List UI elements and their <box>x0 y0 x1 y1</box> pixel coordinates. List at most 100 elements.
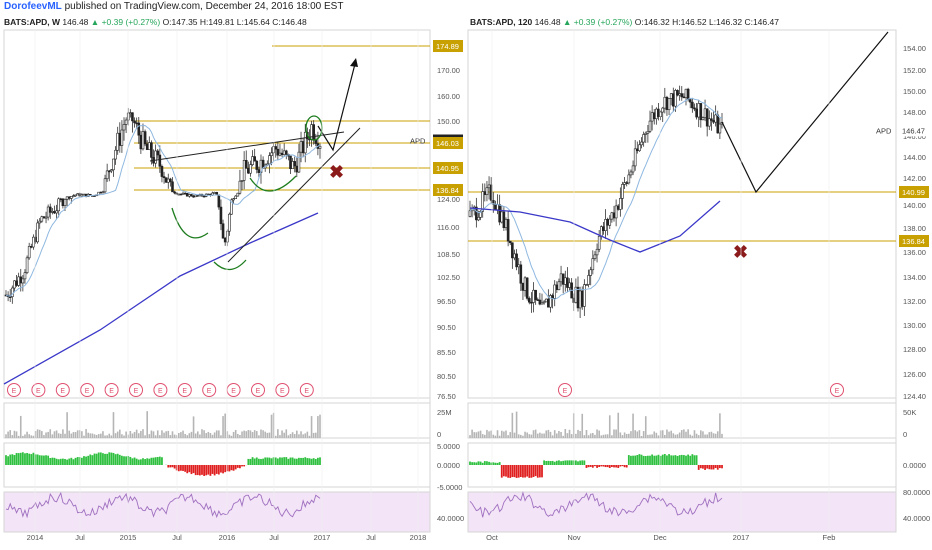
level-price-label: 136.84 <box>436 186 459 195</box>
volume-bar <box>302 434 304 438</box>
volume-bar <box>277 429 279 438</box>
macd-bar <box>309 458 311 465</box>
candle-body <box>511 243 513 258</box>
macd-bar <box>492 462 494 465</box>
candle-body <box>62 199 64 206</box>
candle-body <box>579 291 581 308</box>
candle-body <box>668 98 670 109</box>
macd-bar <box>169 465 171 467</box>
volume-bar <box>528 434 530 438</box>
macd-bar <box>47 456 49 465</box>
volume-bar <box>552 435 554 438</box>
volume-bar <box>588 435 590 438</box>
y-tick-label: 102.50 <box>437 273 460 282</box>
macd-bar <box>254 459 256 465</box>
macd-bar <box>567 460 569 465</box>
macd-bar <box>207 465 209 475</box>
y-tick-label: 80.50 <box>437 372 456 381</box>
macd-bar <box>658 455 660 465</box>
candle-body <box>530 302 532 303</box>
candle-body <box>58 199 60 211</box>
volume-bar <box>317 416 319 438</box>
macd-bar <box>613 465 615 467</box>
candle-body <box>677 90 679 95</box>
volume-bar <box>52 434 54 438</box>
volume-bar <box>539 433 541 438</box>
volume-bar <box>630 431 632 438</box>
volume-bar <box>98 434 100 438</box>
volume-bar <box>473 432 475 438</box>
macd-bar <box>287 459 289 465</box>
volume-bar <box>41 431 43 438</box>
volume-bar <box>679 432 681 438</box>
rsi-panel-frame <box>4 492 430 532</box>
candle-body <box>239 181 241 193</box>
y-tick-label: 138.00 <box>903 224 926 233</box>
rsi-tick-label: 80.0000 <box>903 488 930 497</box>
volume-bar <box>492 435 494 438</box>
candle-body <box>256 161 258 169</box>
candle-body <box>51 211 53 212</box>
volume-bar <box>689 435 691 438</box>
macd-bar <box>121 456 123 465</box>
volume-bar <box>300 431 302 438</box>
candle-body <box>102 192 104 193</box>
candle-body <box>218 195 220 207</box>
candle-body <box>32 237 34 247</box>
volume-bar <box>140 431 142 438</box>
macd-bar <box>507 465 509 478</box>
candle-body <box>81 195 83 196</box>
volume-bar <box>243 431 245 438</box>
macd-bar <box>668 454 670 465</box>
y-tick-label: 142.00 <box>903 174 926 183</box>
macd-bar <box>518 465 520 478</box>
volume-bar <box>212 435 214 438</box>
macd-bar <box>212 465 214 474</box>
volume-bar <box>520 435 522 438</box>
macd-bar <box>524 465 526 477</box>
volume-bar <box>199 434 201 438</box>
macd-bar <box>203 465 205 476</box>
candle-body <box>662 108 664 112</box>
volume-bar <box>632 414 634 438</box>
volume-bar <box>149 434 151 438</box>
macd-bar <box>193 465 195 473</box>
macd-bar <box>622 465 624 466</box>
volume-bar <box>696 434 698 438</box>
macd-bar <box>526 465 528 477</box>
volume-bar <box>119 430 121 438</box>
candle-body <box>20 277 22 283</box>
candle-body <box>241 180 243 181</box>
macd-bar <box>117 454 119 465</box>
macd-bar <box>260 459 262 465</box>
volume-bar <box>643 431 645 438</box>
macd-bar <box>562 461 564 465</box>
volume-bar <box>7 432 9 438</box>
volume-bar <box>208 432 210 438</box>
candle-body <box>619 198 621 209</box>
candle-body <box>545 299 547 302</box>
macd-bar <box>319 457 321 465</box>
candle-body <box>484 192 486 195</box>
volume-bar <box>622 435 624 438</box>
candle-body <box>499 205 501 222</box>
volume-bar <box>121 434 123 438</box>
volume-bar <box>645 416 647 438</box>
projection-arrow-line <box>722 32 888 192</box>
last-price-label: 146.47 <box>902 126 925 135</box>
macd-bar <box>256 457 258 465</box>
volume-bar <box>172 431 174 438</box>
volume-bar <box>596 429 598 438</box>
macd-bar <box>687 455 689 465</box>
volume-bar <box>311 416 313 438</box>
volume-bar <box>218 430 220 438</box>
candle-body <box>214 192 216 193</box>
candle-body <box>643 134 645 142</box>
volume-bar <box>677 434 679 438</box>
candle-body <box>292 161 294 168</box>
macd-bar <box>28 454 30 465</box>
volume-bar <box>151 430 153 438</box>
main-panel-frame <box>4 30 430 398</box>
candle-body <box>224 238 226 242</box>
